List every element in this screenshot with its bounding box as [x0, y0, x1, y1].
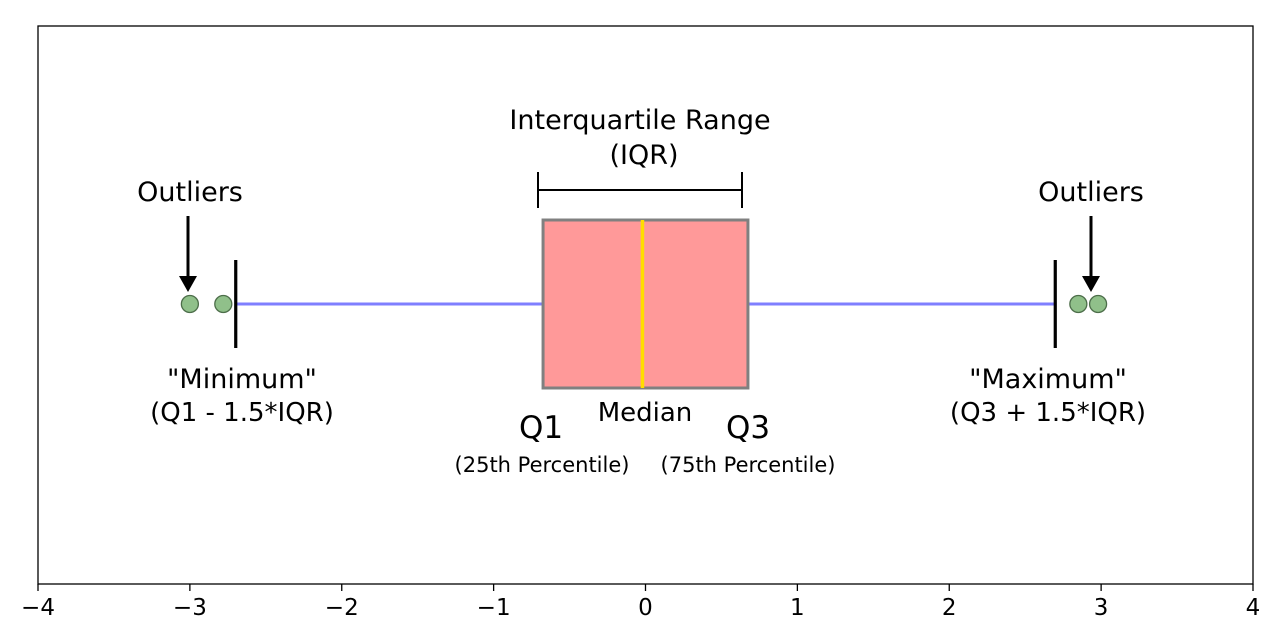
median-label: Median [598, 398, 693, 428]
x-tick-label-4: 0 [638, 595, 653, 621]
iqr-box [541, 218, 750, 390]
q3-desc: (75th Percentile) [661, 453, 836, 477]
outlier-arrow-right [1082, 216, 1100, 292]
x-tick-label-8: 4 [1246, 595, 1261, 621]
maximum-label: "Maximum" [969, 364, 1127, 395]
minimum-label: "Minimum" [167, 364, 317, 395]
x-tick-label-2: −2 [325, 595, 359, 621]
iqr-bracket [537, 172, 743, 208]
x-tick-label-3: −1 [477, 595, 511, 621]
outlier-point-1 [180, 294, 200, 314]
iqr-subtitle: (IQR) [609, 140, 678, 171]
x-tick-label-0: −4 [21, 595, 55, 621]
q1-label: Q1 [519, 410, 563, 446]
q1-desc: (25th Percentile) [455, 453, 630, 477]
iqr-title: Interquartile Range [509, 105, 770, 136]
outliers-right-label: Outliers [1038, 177, 1144, 208]
outlier-point-4 [1088, 294, 1108, 314]
x-tick-label-7: 3 [1094, 595, 1109, 621]
outlier-point-3 [1069, 294, 1088, 314]
minimum-formula: (Q1 - 1.5*IQR) [150, 398, 334, 428]
outliers-left-label: Outliers [137, 177, 243, 208]
x-tick-label-6: 2 [942, 595, 957, 621]
maximum-formula: (Q3 + 1.5*IQR) [950, 398, 1146, 428]
chart-marks: −4 −3 −2 −1 0 1 2 3 4 [21, 218, 1261, 621]
outlier-point-2 [214, 294, 233, 314]
outlier-arrow-left [179, 216, 197, 292]
q3-label: Q3 [726, 410, 770, 446]
x-tick-label-5: 1 [790, 595, 805, 621]
x-tick-label-1: −3 [173, 595, 207, 621]
